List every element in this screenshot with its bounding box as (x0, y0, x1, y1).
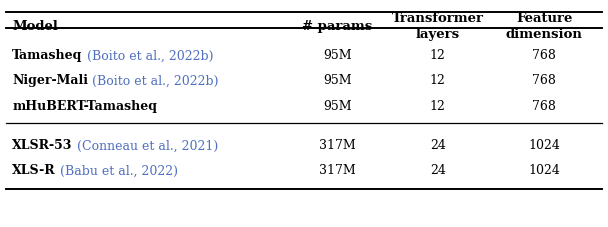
Text: (Boito et al., 2022b): (Boito et al., 2022b) (83, 49, 213, 62)
Text: Model: Model (12, 20, 58, 33)
Text: (Babu et al., 2022): (Babu et al., 2022) (56, 164, 178, 177)
Text: 12: 12 (430, 99, 446, 112)
Text: 317M: 317M (319, 139, 356, 152)
Text: Transformer: Transformer (392, 12, 484, 25)
Text: Feature: Feature (516, 12, 572, 25)
Text: 1024: 1024 (528, 164, 560, 177)
Text: 768: 768 (532, 49, 556, 62)
Text: # params: # params (302, 20, 373, 33)
Text: mHuBERT-Tamasheq: mHuBERT-Tamasheq (12, 99, 157, 112)
Text: XLSR-53: XLSR-53 (12, 139, 72, 152)
Text: 24: 24 (430, 139, 446, 152)
Text: dimension: dimension (506, 28, 582, 41)
Text: 1024: 1024 (528, 139, 560, 152)
Text: 768: 768 (532, 99, 556, 112)
Text: 12: 12 (430, 74, 446, 87)
Text: 95M: 95M (323, 74, 352, 87)
Text: (Conneau et al., 2021): (Conneau et al., 2021) (72, 139, 218, 152)
Text: Niger-Mali: Niger-Mali (12, 74, 88, 87)
Text: 317M: 317M (319, 164, 356, 177)
Text: 24: 24 (430, 164, 446, 177)
Text: (Boito et al., 2022b): (Boito et al., 2022b) (88, 74, 219, 87)
Text: Tamasheq: Tamasheq (12, 49, 83, 62)
Text: XLS-R: XLS-R (12, 164, 56, 177)
Text: 95M: 95M (323, 49, 352, 62)
Text: 768: 768 (532, 74, 556, 87)
Text: layers: layers (416, 28, 460, 41)
Text: 12: 12 (430, 49, 446, 62)
Text: 95M: 95M (323, 99, 352, 112)
